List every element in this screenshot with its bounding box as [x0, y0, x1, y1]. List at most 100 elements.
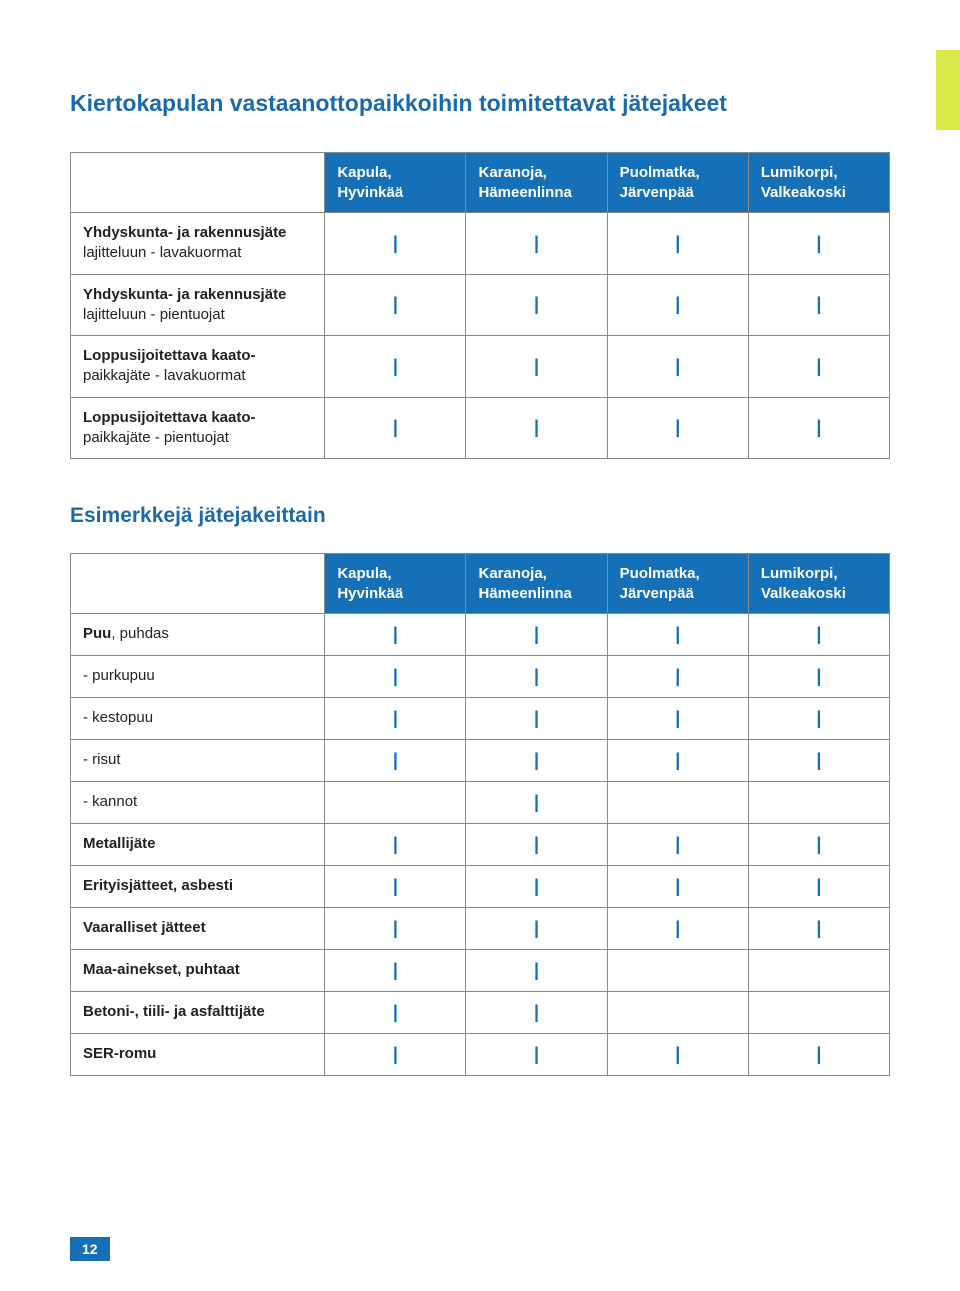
- mark-cell: |: [466, 698, 607, 740]
- mark-cell: |: [325, 656, 466, 698]
- mark-cell: |: [325, 397, 466, 459]
- corner-accent: [936, 50, 960, 130]
- mark-cell: |: [325, 1034, 466, 1076]
- table-header-row: Kapula,Hyvinkää Karanoja,Hämeenlinna Puo…: [71, 153, 890, 213]
- mark-cell: |: [607, 274, 748, 336]
- page-number: 12: [70, 1237, 110, 1261]
- mark-cell: |: [607, 824, 748, 866]
- table-row: Maa-ainekset, puhtaat||: [71, 950, 890, 992]
- table-row: SER-romu||||: [71, 1034, 890, 1076]
- mark-cell: |: [325, 336, 466, 398]
- mark-cell: |: [325, 950, 466, 992]
- mark-cell: |: [748, 656, 889, 698]
- table-row: Yhdyskunta- ja rakennusjätelajitteluun -…: [71, 213, 890, 275]
- row-label: Loppusijoitettava kaato-paikkajäte - pie…: [71, 397, 325, 459]
- mark-cell: |: [325, 614, 466, 656]
- table-row: - kestopuu||||: [71, 698, 890, 740]
- table-row: Erityisjätteet, asbesti||||: [71, 866, 890, 908]
- mark-cell: |: [325, 824, 466, 866]
- mark-cell: |: [748, 336, 889, 398]
- table-row: - risut||||: [71, 740, 890, 782]
- row-label: SER-romu: [71, 1034, 325, 1076]
- table-row: Vaaralliset jätteet||||: [71, 908, 890, 950]
- mark-cell: [748, 992, 889, 1034]
- table-row: Puu, puhdas||||: [71, 614, 890, 656]
- mark-cell: |: [466, 992, 607, 1034]
- table-examples: Kapula,Hyvinkää Karanoja,Hämeenlinna Puo…: [70, 553, 890, 1076]
- row-label: - kestopuu: [71, 698, 325, 740]
- mark-cell: [607, 992, 748, 1034]
- table-row: - kannot |: [71, 782, 890, 824]
- section-title: Esimerkkejä jätejakeittain: [70, 504, 890, 528]
- mark-cell: |: [466, 950, 607, 992]
- mark-cell: |: [466, 614, 607, 656]
- mark-cell: |: [607, 656, 748, 698]
- table-row: Loppusijoitettava kaato-paikkajäte - pie…: [71, 397, 890, 459]
- row-label: Erityisjätteet, asbesti: [71, 866, 325, 908]
- mark-cell: |: [466, 336, 607, 398]
- table-row: Betoni-, tiili- ja asfalttijäte||: [71, 992, 890, 1034]
- mark-cell: |: [466, 213, 607, 275]
- mark-cell: |: [748, 908, 889, 950]
- col-head-3: Lumikorpi,Valkeakoski: [748, 153, 889, 213]
- mark-cell: |: [607, 397, 748, 459]
- mark-cell: |: [748, 1034, 889, 1076]
- table1-body: Yhdyskunta- ja rakennusjätelajitteluun -…: [71, 213, 890, 459]
- mark-cell: |: [607, 740, 748, 782]
- mark-cell: |: [466, 824, 607, 866]
- mark-cell: [325, 782, 466, 824]
- table-row: - purkupuu||||: [71, 656, 890, 698]
- mark-cell: |: [466, 274, 607, 336]
- table-row: Metallijäte||||: [71, 824, 890, 866]
- mark-cell: |: [607, 908, 748, 950]
- mark-cell: |: [607, 1034, 748, 1076]
- row-label: Puu, puhdas: [71, 614, 325, 656]
- table-row: Yhdyskunta- ja rakennusjätelajitteluun -…: [71, 274, 890, 336]
- mark-cell: |: [325, 866, 466, 908]
- mark-cell: [748, 950, 889, 992]
- mark-cell: |: [325, 698, 466, 740]
- mark-cell: [607, 950, 748, 992]
- mark-cell: |: [466, 1034, 607, 1076]
- mark-cell: |: [466, 740, 607, 782]
- mark-cell: |: [466, 866, 607, 908]
- mark-cell: |: [748, 866, 889, 908]
- table2-body: Puu, puhdas||||- purkupuu||||- kestopuu|…: [71, 614, 890, 1076]
- row-label: Vaaralliset jätteet: [71, 908, 325, 950]
- col-head-3: Lumikorpi,Valkeakoski: [748, 554, 889, 614]
- mark-cell: |: [748, 213, 889, 275]
- mark-cell: |: [325, 274, 466, 336]
- col-head-2: Puolmatka,Järvenpää: [607, 153, 748, 213]
- row-label: - kannot: [71, 782, 325, 824]
- col-head-0: Kapula,Hyvinkää: [325, 554, 466, 614]
- mark-cell: |: [748, 824, 889, 866]
- mark-cell: |: [325, 992, 466, 1034]
- col-head-1: Karanoja,Hämeenlinna: [466, 554, 607, 614]
- row-label: Loppusijoitettava kaato-paikkajäte - lav…: [71, 336, 325, 398]
- col-head-0: Kapula,Hyvinkää: [325, 153, 466, 213]
- table-header-row: Kapula,Hyvinkää Karanoja,Hämeenlinna Puo…: [71, 554, 890, 614]
- mark-cell: |: [748, 698, 889, 740]
- mark-cell: |: [325, 908, 466, 950]
- mark-cell: |: [466, 782, 607, 824]
- mark-cell: |: [466, 908, 607, 950]
- mark-cell: |: [325, 740, 466, 782]
- row-label: Yhdyskunta- ja rakennusjätelajitteluun -…: [71, 274, 325, 336]
- col-head-1: Karanoja,Hämeenlinna: [466, 153, 607, 213]
- mark-cell: |: [466, 656, 607, 698]
- row-label: Yhdyskunta- ja rakennusjätelajitteluun -…: [71, 213, 325, 275]
- row-label: - purkupuu: [71, 656, 325, 698]
- table-row: Loppusijoitettava kaato-paikkajäte - lav…: [71, 336, 890, 398]
- page-container: Kiertokapulan vastaanottopaikkoihin toim…: [0, 0, 960, 1291]
- row-label: Maa-ainekset, puhtaat: [71, 950, 325, 992]
- mark-cell: |: [607, 866, 748, 908]
- mark-cell: |: [748, 740, 889, 782]
- row-label: Betoni-, tiili- ja asfalttijäte: [71, 992, 325, 1034]
- header-empty: [71, 554, 325, 614]
- table-receiving-points: Kapula,Hyvinkää Karanoja,Hämeenlinna Puo…: [70, 152, 890, 459]
- header-empty: [71, 153, 325, 213]
- page-title: Kiertokapulan vastaanottopaikkoihin toim…: [70, 90, 890, 117]
- mark-cell: [748, 782, 889, 824]
- mark-cell: [607, 782, 748, 824]
- row-label: Metallijäte: [71, 824, 325, 866]
